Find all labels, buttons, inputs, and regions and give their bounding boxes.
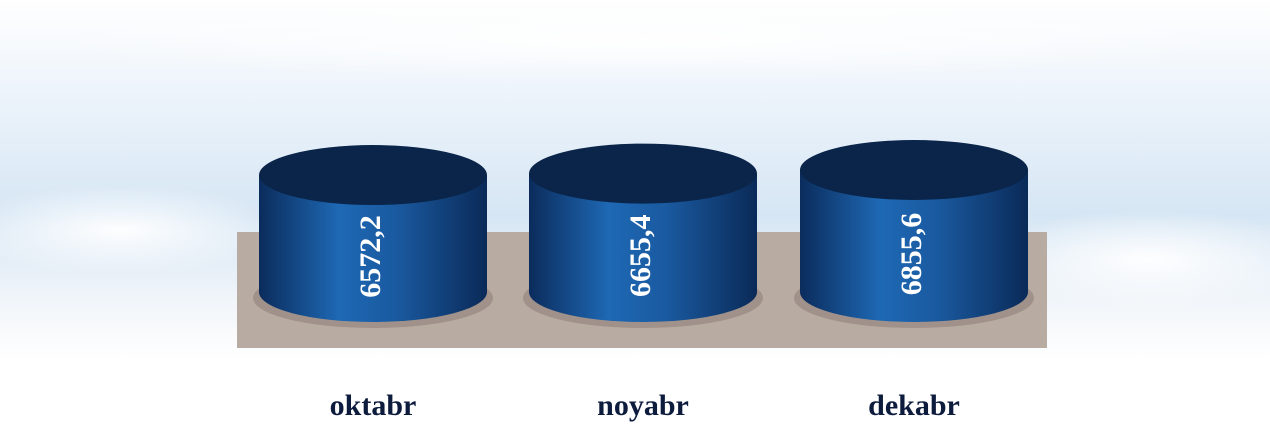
x-tick-label: dekabr (868, 389, 960, 422)
cylinder-top (529, 143, 757, 204)
cylinder-body (259, 175, 487, 322)
x-tick-label: noyabr (597, 389, 689, 422)
cloud (40, 0, 1240, 80)
value-label: 6855,6 (895, 213, 928, 296)
cylinder-body (800, 170, 1028, 322)
bottom-background (0, 360, 1270, 432)
cylinder-body (529, 173, 757, 322)
value-label: 6655,4 (624, 215, 657, 298)
cloud (0, 185, 290, 275)
bars: 6572,2 oktabr 6655,4 noyabr 6855,6 dekabr (253, 140, 1034, 422)
cylinder-top (259, 145, 487, 206)
value-label: 6572,2 (354, 215, 387, 298)
x-tick-label: oktabr (330, 389, 417, 422)
cloud (980, 210, 1270, 310)
cylinder-top (800, 140, 1028, 200)
